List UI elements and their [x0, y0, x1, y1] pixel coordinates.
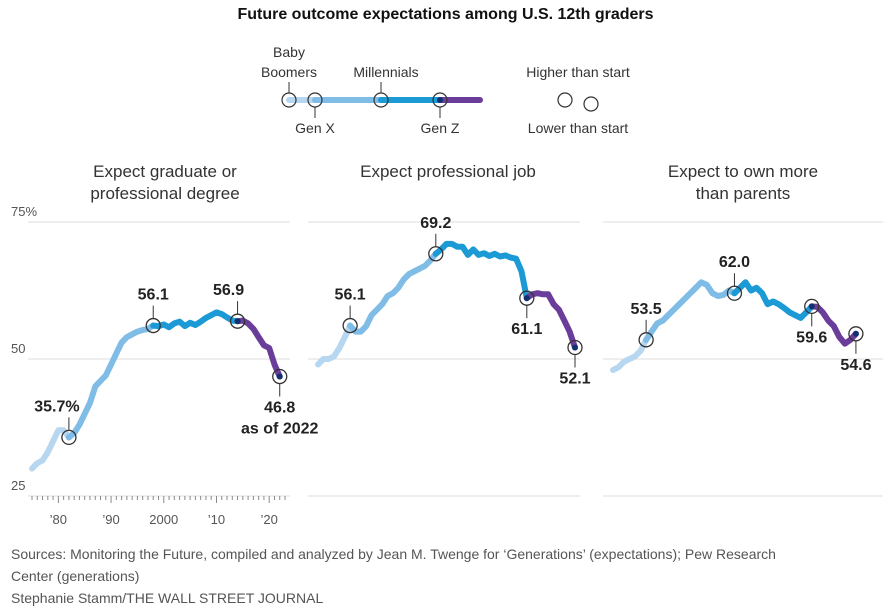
- panel-1-marker-dot-1: [432, 250, 439, 257]
- panel-2-series-2: [731, 279, 815, 321]
- legend-higher-marker: [557, 92, 573, 108]
- legend-label-gen-x: Gen X: [295, 120, 335, 136]
- panel-2-marker-dot-3: [852, 330, 859, 337]
- panel-1-marker-ring-3: [567, 339, 583, 356]
- credit-line: Stephanie Stamm/THE WALL STREET JOURNAL: [11, 590, 324, 606]
- x-tick-label-1980: ’80: [50, 512, 67, 527]
- y-tick-label-50: 50: [11, 341, 25, 356]
- panel-2-title-line-1: than parents: [696, 184, 791, 203]
- panel-0-data-label-3: 46.8: [264, 400, 295, 417]
- panel-0-marker-ring-0: [61, 429, 77, 446]
- panel-2-data-label-0: 53.5: [631, 301, 662, 318]
- panel-2-title-line-0: Expect to own more: [668, 162, 818, 181]
- panel-2-data-label-1: 62.0: [719, 254, 750, 271]
- panel-2-marker-dot-2: [808, 303, 815, 310]
- panel-1-marker-ring-1: [428, 246, 444, 262]
- panel-2-marker-dot-0: [643, 336, 650, 343]
- panel-1-series-0: [315, 322, 354, 368]
- panel-1-series-1: [347, 250, 439, 335]
- panel-0-marker-dot-1: [150, 322, 157, 329]
- panel-1-data-label-3: 52.1: [559, 370, 590, 387]
- legend-lower-label: Lower than start: [528, 120, 628, 136]
- x-tick-label-2020: ’20: [261, 512, 278, 527]
- panel-0-series-1: [65, 322, 157, 441]
- panel-2-series-0: [610, 336, 650, 373]
- panel-0-data-label-2: 56.9: [213, 282, 244, 299]
- panel-2-data-label-3: 54.6: [840, 357, 871, 374]
- legend-marker-dot-0: [286, 97, 292, 103]
- panel-1-data-label-1: 69.2: [420, 215, 451, 232]
- source-line-2: Center (generations): [11, 568, 140, 584]
- panel-0-marker-dot-3: [276, 373, 283, 380]
- panel-2-marker-ring-2: [804, 298, 820, 315]
- legend-lower-marker: [583, 96, 599, 112]
- x-tick-label-1990: ’90: [102, 512, 119, 527]
- panel-1-data-label-2: 61.1: [511, 321, 542, 338]
- panel-1-marker-dot-3: [572, 344, 578, 351]
- legend-higher-label: Higher than start: [526, 64, 630, 80]
- panel-1-marker-ring-2: [519, 290, 535, 306]
- y-tick-label-75: 75%: [11, 204, 37, 219]
- panel-0-title-line-0: Expect graduate or: [93, 162, 237, 181]
- panel-1-title-line-0: Expect professional job: [360, 162, 536, 181]
- x-tick-label-2010: ’10: [208, 512, 225, 527]
- x-tick-label-2000: 2000: [149, 512, 178, 527]
- panel-1-series-3: [523, 290, 578, 351]
- panel-2-series-3: [808, 303, 859, 347]
- panel-0-series-2: [150, 309, 241, 331]
- legend-label-baby-boomers-2: Boomers: [261, 64, 317, 80]
- panel-0-marker-ring-1: [145, 317, 161, 334]
- source-line-1: Sources: Monitoring the Future, compiled…: [11, 546, 776, 562]
- legend-label-gen-z: Gen Z: [421, 120, 460, 136]
- panel-0-data-sublabel-3: as of 2022: [241, 421, 318, 438]
- panel-2-marker-ring-1: [726, 285, 743, 301]
- panel-0-title-line-1: professional degree: [90, 184, 239, 203]
- chart-title: Future outcome expectations among U.S. 1…: [237, 6, 654, 23]
- panel-2-data-label-2: 59.6: [796, 329, 827, 346]
- panel-0-series-0: [29, 427, 72, 472]
- panel-0-marker-dot-2: [234, 318, 241, 325]
- legend-marker-dot-2: [378, 97, 384, 103]
- panel-2-marker-ring-3: [848, 326, 864, 342]
- y-tick-label-25: 25: [11, 478, 25, 493]
- panel-2-series-1: [643, 279, 738, 343]
- panel-0-data-label-0: 35.7%: [34, 398, 79, 415]
- legend-marker-dot-3: [437, 97, 443, 103]
- panel-0-series-3: [234, 317, 283, 380]
- panel-1-data-label-0: 56.1: [335, 287, 366, 304]
- panel-2-marker-ring-0: [638, 332, 654, 348]
- panel-2-marker-dot-1: [731, 290, 738, 297]
- panel-0-data-label-1: 56.1: [138, 287, 169, 304]
- panel-0-marker-ring-2: [229, 313, 246, 329]
- panel-1-marker-dot-0: [347, 322, 354, 329]
- panel-0-marker-ring-3: [272, 368, 288, 385]
- panel-0-marker-dot-0: [65, 434, 72, 441]
- panel-1-series-2: [432, 240, 530, 302]
- legend-label-baby-boomers-1: Baby: [273, 44, 305, 60]
- chart-canvas: Baby Boomers Gen X Millennials Gen Z Higher t…: [11, 44, 883, 527]
- panel-1-marker-dot-2: [523, 295, 530, 302]
- panel-1-marker-ring-0: [342, 317, 358, 334]
- legend-marker-dot-1: [312, 97, 318, 103]
- legend-label-millennials: Millennials: [353, 64, 418, 80]
